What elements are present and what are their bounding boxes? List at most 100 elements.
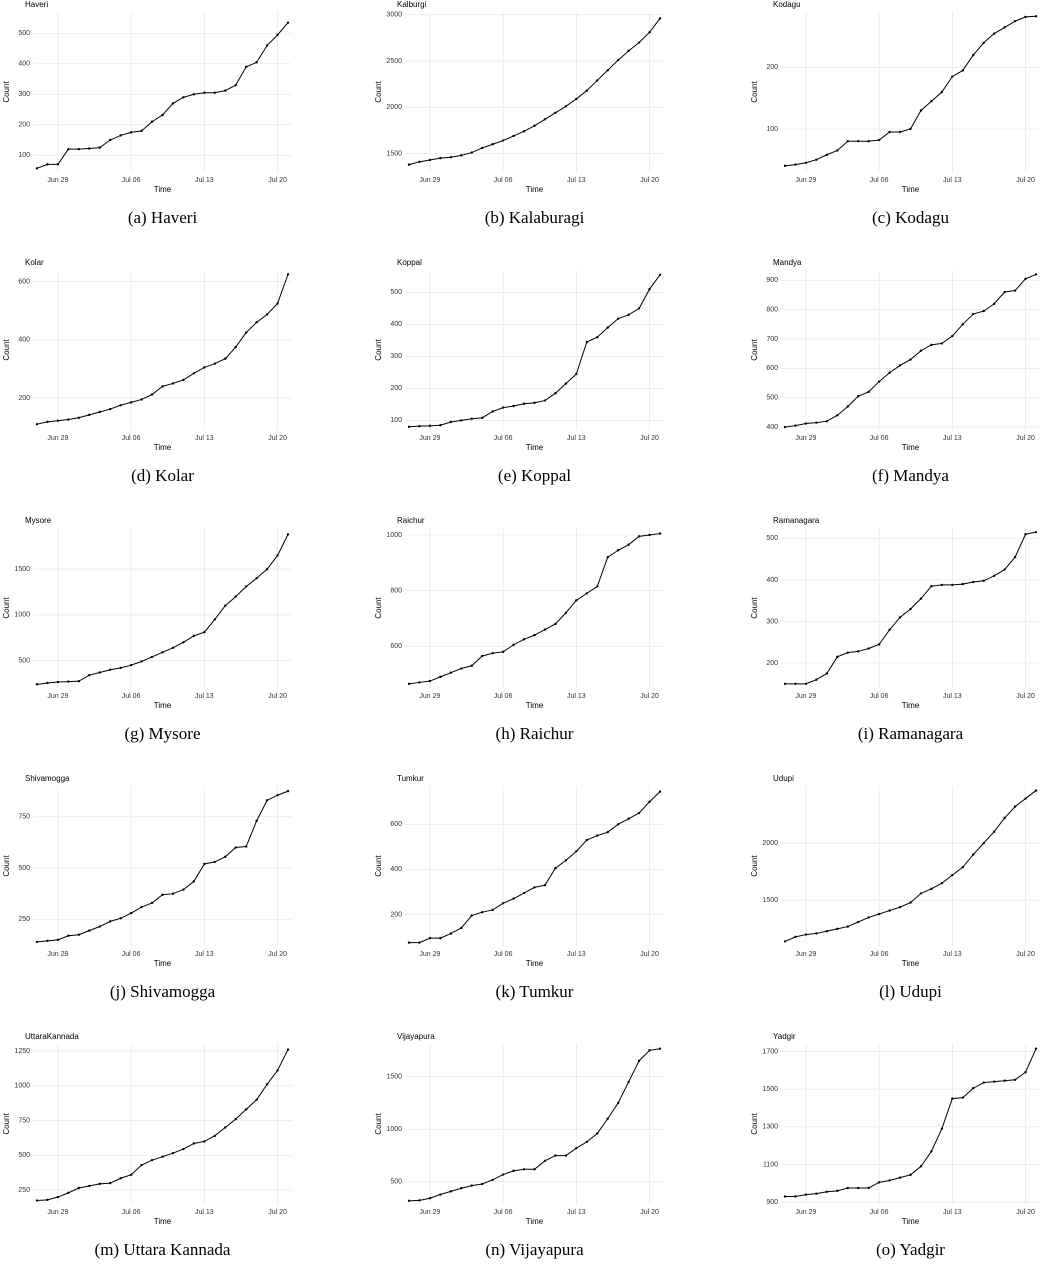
- x-tick-label: Jul 13: [943, 1209, 962, 1216]
- panel: Raichur Count Time (h) Raichur 600 800 1000 Jun…: [374, 516, 664, 743]
- point: [919, 597, 923, 600]
- point: [56, 419, 60, 422]
- point: [265, 1083, 269, 1086]
- x-axis-title: Time: [902, 443, 920, 452]
- point: [98, 410, 101, 414]
- point: [951, 1097, 954, 1100]
- x-tick-label: Jun 29: [419, 177, 440, 184]
- point: [972, 1087, 975, 1090]
- point: [783, 164, 787, 168]
- point: [192, 1142, 196, 1145]
- point: [554, 622, 557, 626]
- x-tick-label: Jul 13: [943, 435, 962, 442]
- point: [150, 1158, 154, 1162]
- point: [35, 167, 39, 170]
- point: [888, 909, 891, 912]
- y-axis-title: Count: [374, 81, 383, 103]
- point: [1013, 289, 1017, 292]
- point: [930, 584, 933, 588]
- point: [648, 1049, 651, 1052]
- y-tick-label: 600: [18, 278, 30, 285]
- point: [140, 129, 143, 133]
- point: [815, 678, 818, 681]
- point: [867, 140, 870, 143]
- point: [1003, 26, 1006, 29]
- point: [898, 616, 902, 619]
- point: [616, 58, 620, 62]
- point: [470, 664, 473, 667]
- point: [109, 407, 112, 411]
- point: [119, 404, 122, 407]
- y-axis-title: Count: [2, 81, 11, 103]
- point: [439, 156, 442, 160]
- point: [171, 382, 175, 385]
- y-tick-label: 400: [766, 577, 778, 584]
- line: [784, 273, 1037, 428]
- y-tick-label: 400: [18, 337, 30, 344]
- point: [35, 683, 39, 686]
- point: [182, 96, 185, 99]
- x-axis-title: Time: [902, 185, 920, 194]
- point: [972, 312, 975, 316]
- point: [439, 936, 442, 940]
- panel: Koppal Count Time (e) Koppal 100 200 300 400 500…: [374, 258, 664, 485]
- x-tick-label: Jul 06: [122, 693, 141, 700]
- point: [129, 401, 133, 404]
- point: [554, 1154, 557, 1157]
- point: [501, 901, 505, 905]
- y-tick-label: 100: [766, 126, 778, 133]
- point: [161, 893, 164, 896]
- point: [109, 1181, 112, 1185]
- x-tick-label: Jul 06: [494, 1209, 513, 1216]
- x-tick-label: Jul 06: [122, 435, 141, 442]
- point: [244, 65, 248, 69]
- point: [992, 1080, 996, 1083]
- y-tick-label: 1500: [762, 1086, 778, 1093]
- point: [418, 941, 421, 944]
- point: [585, 838, 588, 842]
- point: [794, 682, 797, 686]
- point: [596, 1132, 599, 1135]
- x-tick-label: Jul 20: [640, 177, 659, 184]
- point: [982, 41, 985, 44]
- point: [171, 1152, 175, 1155]
- point: [836, 1189, 839, 1193]
- point: [825, 929, 829, 933]
- y-tick-label: 500: [18, 865, 30, 872]
- point: [192, 634, 196, 638]
- chart-title: Vijayapura: [397, 1032, 435, 1041]
- point: [1013, 20, 1017, 23]
- x-axis-title: Time: [154, 443, 172, 452]
- point: [234, 595, 237, 598]
- x-tick-label: Jul 06: [122, 177, 141, 184]
- x-tick-label: Jul 20: [268, 693, 287, 700]
- point: [543, 628, 547, 631]
- point: [276, 794, 279, 797]
- y-tick-label: 200: [766, 660, 778, 667]
- point: [606, 1117, 609, 1120]
- point: [804, 933, 808, 936]
- point: [481, 1182, 484, 1186]
- point: [783, 682, 787, 686]
- point: [234, 83, 237, 87]
- chart-title: Haveri: [25, 0, 48, 9]
- point: [637, 535, 641, 538]
- y-tick-label: 200: [766, 64, 778, 71]
- y-tick-label: 3000: [386, 12, 402, 19]
- x-tick-label: Jul 13: [943, 177, 962, 184]
- point: [140, 398, 143, 401]
- point: [276, 554, 279, 557]
- caption: (j) Shivamogga: [110, 982, 216, 1001]
- y-axis-title: Count: [750, 855, 759, 877]
- point: [255, 577, 258, 580]
- point: [161, 1155, 164, 1158]
- point: [909, 901, 912, 904]
- point: [224, 855, 227, 858]
- caption: (d) Kolar: [131, 466, 194, 485]
- chart-title: Ramanagara: [773, 516, 820, 525]
- point: [554, 111, 557, 115]
- point: [265, 799, 269, 802]
- point: [543, 1159, 547, 1163]
- point: [877, 912, 881, 916]
- point: [961, 582, 964, 586]
